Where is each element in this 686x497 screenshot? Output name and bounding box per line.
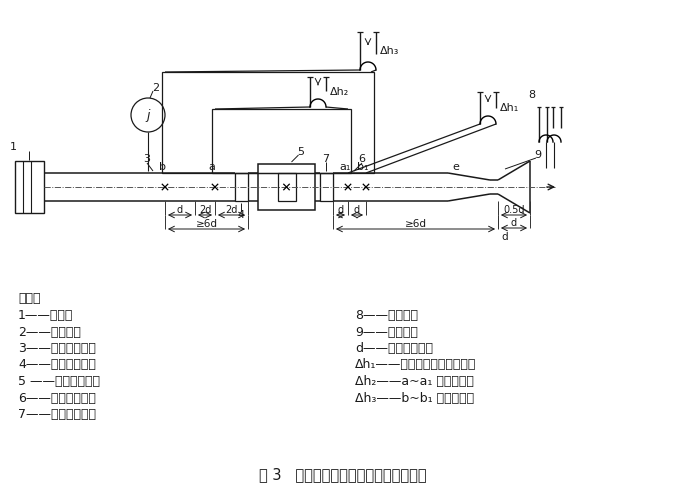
- Text: b: b: [158, 162, 165, 172]
- Text: e: e: [453, 162, 460, 172]
- Text: d——试验管内径；: d——试验管内径；: [355, 342, 433, 355]
- Bar: [258, 164, 315, 210]
- Text: 9——集流器；: 9——集流器；: [355, 326, 418, 338]
- Text: 6——进气试验管；: 6——进气试验管；: [18, 392, 96, 405]
- Text: 7: 7: [322, 154, 329, 164]
- Text: 1——风机；: 1——风机；: [18, 309, 73, 322]
- Bar: [162, 72, 374, 173]
- Text: Δh₂: Δh₂: [330, 87, 349, 97]
- Text: 2d: 2d: [225, 205, 237, 215]
- Text: 3——出气试验管；: 3——出气试验管；: [18, 342, 96, 355]
- Text: d: d: [501, 232, 508, 242]
- Bar: [15, 161, 44, 213]
- Text: b₁: b₁: [357, 162, 369, 172]
- Text: Δh₃: Δh₃: [380, 46, 399, 56]
- Bar: [278, 173, 296, 201]
- Bar: [235, 173, 248, 201]
- Text: Δh₂——a~a₁ 段的压差；: Δh₂——a~a₁ 段的压差；: [355, 375, 474, 388]
- Text: d: d: [511, 218, 517, 228]
- Text: 0.5d: 0.5d: [504, 205, 525, 215]
- Text: 2: 2: [152, 83, 160, 93]
- Text: 1: 1: [10, 142, 16, 152]
- Text: ≥6d: ≥6d: [405, 219, 427, 229]
- Text: Δh₁: Δh₁: [500, 103, 519, 113]
- Bar: [320, 173, 333, 201]
- Text: j: j: [146, 108, 150, 121]
- Text: 5: 5: [297, 147, 304, 157]
- Text: 8——皮托管；: 8——皮托管；: [355, 309, 418, 322]
- Text: 9: 9: [534, 150, 541, 160]
- Text: 2——温度计；: 2——温度计；: [18, 326, 81, 338]
- Text: d: d: [338, 205, 344, 215]
- Bar: [212, 109, 351, 173]
- Text: 6: 6: [359, 154, 366, 164]
- Text: 2d: 2d: [199, 205, 211, 215]
- Text: ≥6d: ≥6d: [196, 219, 217, 229]
- Text: 图 3   压力损失和通气量试验装置示意图: 图 3 压力损失和通气量试验装置示意图: [259, 468, 427, 483]
- Text: a: a: [209, 162, 215, 172]
- Text: 4: 4: [237, 210, 245, 220]
- Text: a₁: a₁: [340, 162, 351, 172]
- Text: d: d: [177, 205, 183, 215]
- Text: 8: 8: [528, 90, 536, 100]
- Text: 3: 3: [143, 154, 150, 164]
- Text: d: d: [354, 205, 360, 215]
- Text: Δh₃——b~b₁ 段的压差。: Δh₃——b~b₁ 段的压差。: [355, 392, 474, 405]
- Text: Δh₁——试验管路内气体动压；: Δh₁——试验管路内气体动压；: [355, 358, 476, 371]
- Text: 说明：: 说明：: [18, 293, 40, 306]
- Text: 5 ——被测阻火器；: 5 ——被测阻火器；: [18, 375, 100, 388]
- Text: 7——进气整流栋；: 7——进气整流栋；: [18, 408, 96, 421]
- Text: 4——出气整流栋；: 4——出气整流栋；: [18, 358, 96, 371]
